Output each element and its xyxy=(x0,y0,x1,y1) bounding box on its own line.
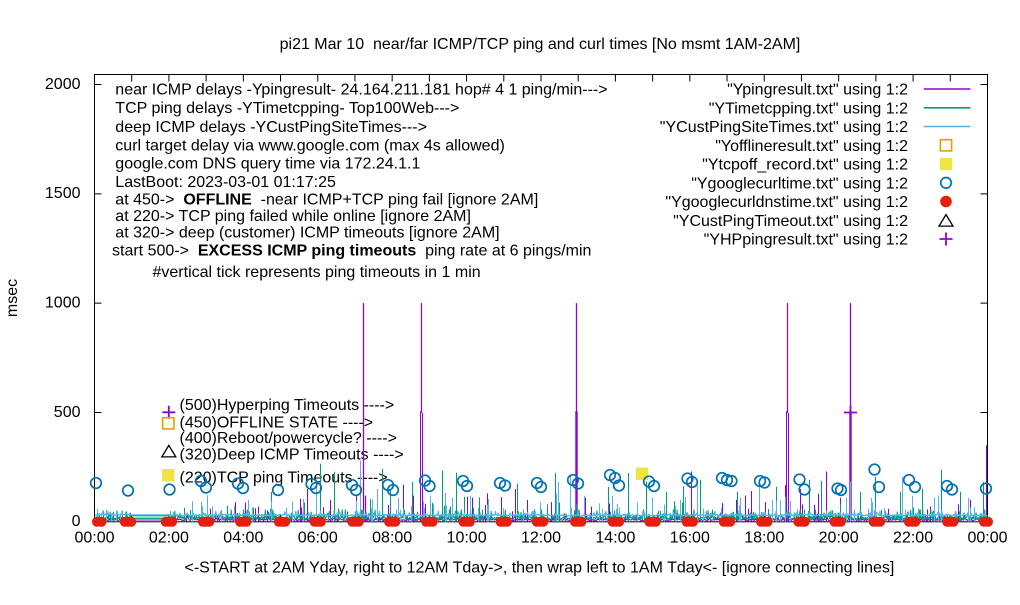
svg-text:00:00: 00:00 xyxy=(74,530,114,547)
svg-text:12:00: 12:00 xyxy=(521,530,561,547)
svg-text:20:00: 20:00 xyxy=(819,530,859,547)
svg-text:1000: 1000 xyxy=(45,295,81,312)
svg-text:14:00: 14:00 xyxy=(595,530,635,547)
svg-text:"YTimetcpping.txt" using 1:2: "YTimetcpping.txt" using 1:2 xyxy=(709,100,908,117)
svg-text:TCP ping delays -YTimetcpping-: TCP ping delays -YTimetcpping- Top100Web… xyxy=(115,100,459,117)
svg-text:(400)Reboot/powercycle? ---->: (400)Reboot/powercycle? ----> xyxy=(180,430,397,447)
svg-text:2000: 2000 xyxy=(45,76,81,93)
svg-text:at 220-> TCP ping failed while: at 220-> TCP ping failed while online [i… xyxy=(115,208,471,225)
svg-text:18:00: 18:00 xyxy=(744,530,784,547)
svg-text:22:00: 22:00 xyxy=(893,530,933,547)
svg-text:02:00: 02:00 xyxy=(149,530,189,547)
svg-text:pi21 Mar 10 near/far ICMP/TCP: pi21 Mar 10 near/far ICMP/TCP ping and c… xyxy=(280,36,801,53)
svg-text:google.com DNS query time via: google.com DNS query time via 172.24.1.1 xyxy=(115,156,420,173)
svg-text:curl target delay via www.goog: curl target delay via www.google.com (ma… xyxy=(115,137,505,154)
svg-text:10:00: 10:00 xyxy=(447,530,487,547)
svg-text:(220)TCP ping Timeouts ---->: (220)TCP ping Timeouts ----> xyxy=(180,469,388,486)
svg-text:00:00: 00:00 xyxy=(967,530,1007,547)
svg-text:"YHPpingresult.txt" using 1:2: "YHPpingresult.txt" using 1:2 xyxy=(704,232,908,249)
svg-text:at 450-> OFFLINE -near ICMP+: at 450-> OFFLINE -near ICMP+TCP ping fai… xyxy=(115,192,538,209)
svg-text:"Ygooglecurldnstime.txt" using: "Ygooglecurldnstime.txt" using 1:2 xyxy=(665,194,908,211)
svg-text:near ICMP delays -Ypingresult-: near ICMP delays -Ypingresult- 24.164.21… xyxy=(115,82,607,99)
svg-text:deep ICMP delays -YCustPingSit: deep ICMP delays -YCustPingSiteTimes---> xyxy=(115,119,427,136)
svg-text:500: 500 xyxy=(54,404,81,421)
svg-text:<-START at 2AM Yday, right to: <-START at 2AM Yday, right to 12AM Tday-… xyxy=(184,560,894,577)
svg-text:LastBoot: 2023-03-01 01:17:25: LastBoot: 2023-03-01 01:17:25 xyxy=(115,174,336,191)
svg-text:"Ypingresult.txt" using 1:2: "Ypingresult.txt" using 1:2 xyxy=(727,82,908,99)
svg-text:04:00: 04:00 xyxy=(223,530,263,547)
svg-text:(450)OFFLINE STATE ---->: (450)OFFLINE STATE ----> xyxy=(180,414,374,431)
svg-text:"YCustPingSiteTimes.txt" using: "YCustPingSiteTimes.txt" using 1:2 xyxy=(660,119,908,136)
svg-text:06:00: 06:00 xyxy=(298,530,338,547)
svg-text:16:00: 16:00 xyxy=(670,530,710,547)
svg-text:(500)Hyperping Timeouts ---->: (500)Hyperping Timeouts ----> xyxy=(180,397,395,414)
svg-text:"Ygooglecurltime.txt" using 1:: "Ygooglecurltime.txt" using 1:2 xyxy=(691,175,908,192)
svg-text:#vertical tick represents ping: #vertical tick represents ping timeouts … xyxy=(153,264,481,281)
svg-text:"Yofflineresult.txt" using 1:2: "Yofflineresult.txt" using 1:2 xyxy=(715,138,908,155)
svg-text:0: 0 xyxy=(72,513,81,530)
svg-text:"YCustPingTimeout.txt" using 1: "YCustPingTimeout.txt" using 1:2 xyxy=(673,213,908,230)
svg-text:08:00: 08:00 xyxy=(372,530,412,547)
svg-text:start 500-> EXCESS ICMP ping: start 500-> EXCESS ICMP ping timeouts pi… xyxy=(112,243,591,260)
svg-text:at 320-> deep (customer) ICMP: at 320-> deep (customer) ICMP timeouts [… xyxy=(115,225,499,242)
svg-text:(320)Deep ICMP Timeouts ---->: (320)Deep ICMP Timeouts ----> xyxy=(180,447,404,464)
svg-text:"Ytcpoff_record.txt" using 1:2: "Ytcpoff_record.txt" using 1:2 xyxy=(702,157,908,174)
svg-text:1500: 1500 xyxy=(45,185,81,202)
svg-text:msec: msec xyxy=(4,279,21,317)
